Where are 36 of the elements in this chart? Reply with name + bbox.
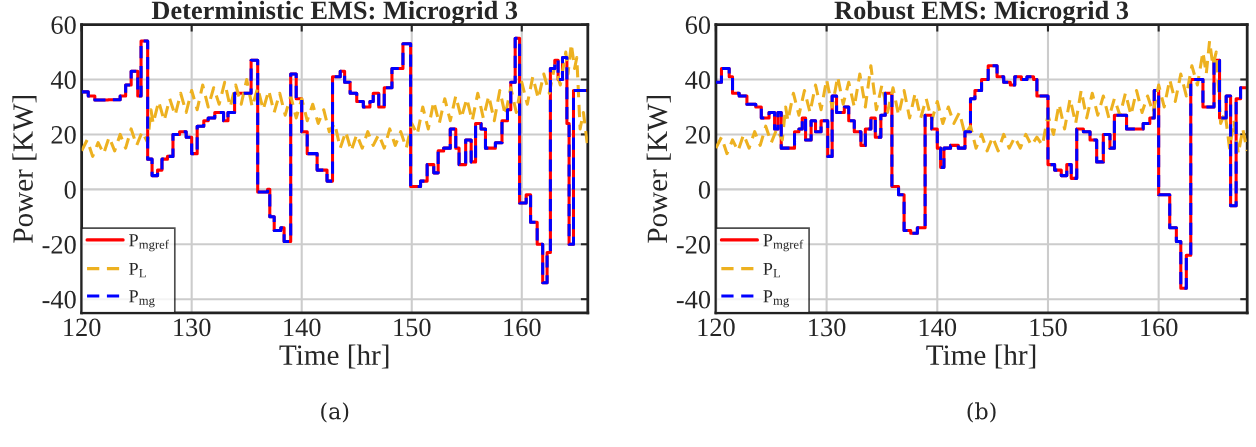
x-tick-label: 150 bbox=[1030, 318, 1067, 337]
legend-label: P$_{mgref}$ bbox=[129, 234, 169, 252]
y-tick-label: 20 bbox=[51, 126, 76, 144]
x-tick-label: 130 bbox=[809, 318, 846, 337]
y-tick-label: -40 bbox=[676, 290, 711, 309]
x-tick-label: 160 bbox=[504, 318, 541, 337]
x-tick-label: 120 bbox=[64, 318, 101, 337]
legend-label: P$_{mgref}$ bbox=[763, 234, 804, 252]
x-tick-label: 130 bbox=[174, 318, 211, 337]
legend-label: P$_{L}$ bbox=[763, 263, 781, 278]
y-tick-label: 40 bbox=[50, 71, 76, 89]
y-tick-label: 20 bbox=[685, 126, 711, 144]
legend-label: P$_{mg}$ bbox=[129, 290, 155, 308]
y-tick-label: 40 bbox=[685, 71, 711, 89]
y-tick-label: -40 bbox=[42, 290, 76, 309]
x-tick-label: 120 bbox=[698, 318, 735, 337]
y-tick-label: 60 bbox=[685, 16, 711, 34]
y-tick-label: 0 bbox=[698, 180, 711, 199]
x-tick-label: 140 bbox=[919, 318, 957, 337]
legend-label: P$_{L}$ bbox=[129, 263, 146, 278]
text: (b) bbox=[967, 402, 996, 423]
legend-label: P$_{mg}$ bbox=[763, 290, 789, 308]
y-axis-title: Power [KW] bbox=[646, 95, 671, 243]
y-tick-label: -20 bbox=[42, 235, 76, 254]
text: (a) bbox=[321, 402, 349, 423]
x-tick-label: 150 bbox=[394, 318, 431, 337]
x-axis-title: Time [hr] bbox=[279, 344, 389, 369]
x-tick-label: 140 bbox=[284, 318, 321, 337]
y-tick-label: 60 bbox=[51, 16, 76, 34]
x-axis-title: Time [hr] bbox=[926, 344, 1036, 369]
x-tick-label: 160 bbox=[1141, 318, 1178, 337]
chart-title: Robust EMS: Microgrid 3 bbox=[834, 0, 1129, 25]
y-tick-label: -20 bbox=[676, 235, 711, 254]
chart-title: Deterministic EMS: Microgrid 3 bbox=[151, 0, 518, 25]
y-axis-title: Power [KW] bbox=[12, 95, 37, 243]
y-tick-label: 0 bbox=[64, 180, 76, 199]
